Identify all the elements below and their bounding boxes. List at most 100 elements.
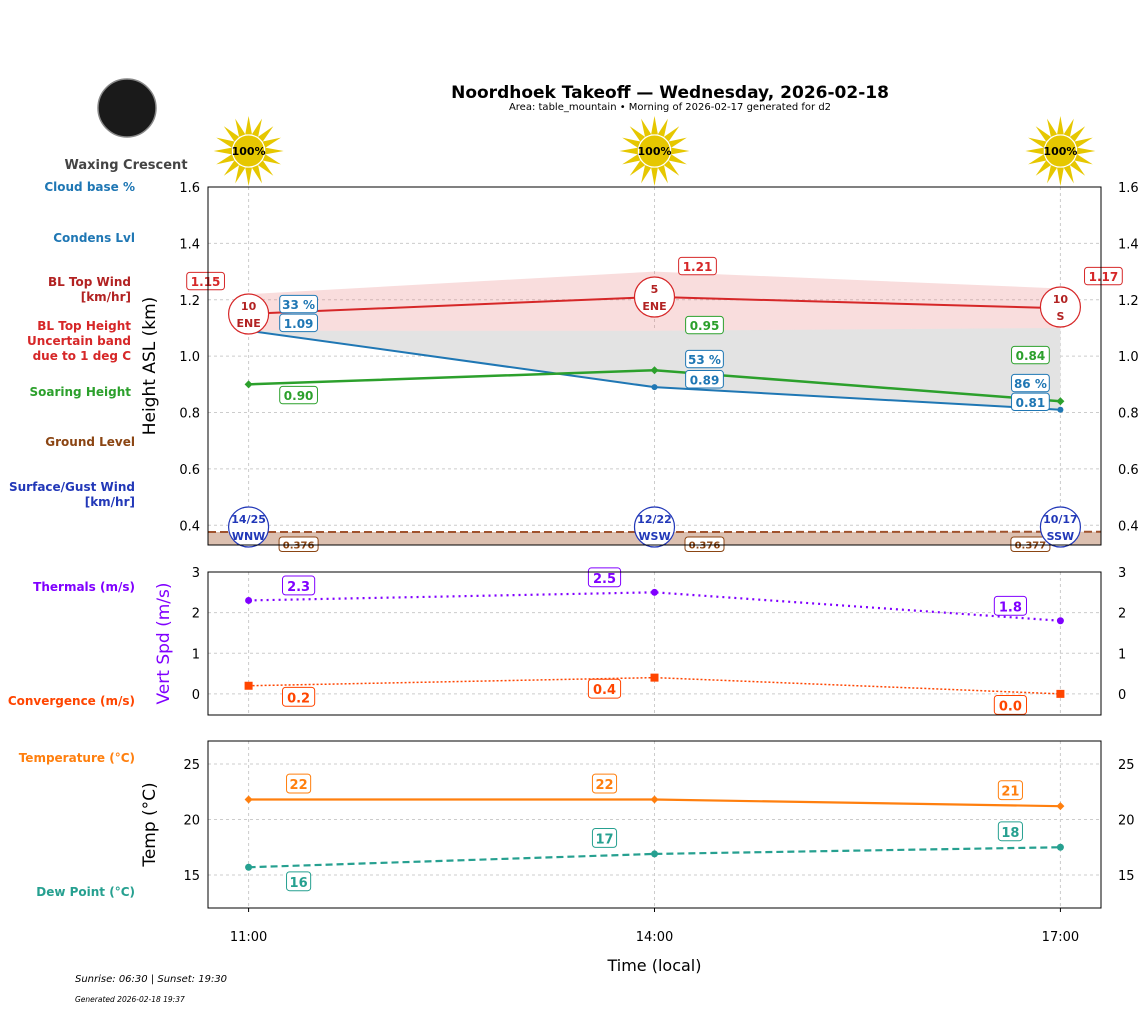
- sun-ray: [1028, 137, 1047, 148]
- generated-time: Generated 2026-02-18 19:37: [75, 995, 185, 1004]
- y-tick-label: 25: [183, 758, 200, 773]
- convergence-point: [244, 681, 253, 690]
- label-cloud-base: Cloud base %: [44, 180, 135, 194]
- label-convergence: Convergence (m/s): [7, 694, 135, 708]
- temperature-label-box: [997, 780, 1023, 801]
- x-tick-label: 11:00: [230, 930, 267, 945]
- sun-ray: [262, 154, 281, 165]
- y-tick-label-right: 0.6: [1118, 463, 1139, 478]
- thermals-label: 1.8: [999, 600, 1022, 615]
- sun-ray: [1035, 160, 1052, 176]
- sun-percentage: 100%: [638, 145, 672, 158]
- bl-top-label-box: [678, 256, 717, 276]
- sun-ray: [262, 137, 281, 148]
- y-tick-label-right: 20: [1118, 814, 1135, 829]
- condens-label: 0.81: [1016, 396, 1046, 410]
- y-axis-label: Vert Spd (m/s): [154, 582, 174, 704]
- sun-ray: [1057, 167, 1064, 186]
- soaring-label-box: [1011, 345, 1050, 365]
- thermals-label-box: [993, 595, 1027, 616]
- sun-ray: [657, 165, 668, 184]
- y-tick-label-right: 1: [1118, 647, 1126, 662]
- plot-frame: [207, 186, 1102, 546]
- ground-label: 0.376: [689, 541, 721, 552]
- y-tick-label: 1.0: [179, 350, 200, 365]
- bl-wind-direction: S: [1056, 310, 1064, 323]
- surface-wind-barb-icon: [227, 506, 270, 548]
- y-axis-label: Temp (°C): [140, 782, 160, 867]
- sun-ray: [1074, 137, 1093, 148]
- dew-label-box: [591, 828, 618, 848]
- dew-line: [248, 846, 1061, 869]
- bl-wind-barb-icon: [227, 293, 270, 335]
- cloud-base-label-box: [1011, 373, 1050, 393]
- bl-wind-barb-icon: [1039, 286, 1082, 328]
- y-tick-label: 0: [192, 688, 200, 703]
- sun-ray: [257, 126, 274, 142]
- cloud-base-label: 86 %: [1014, 377, 1047, 391]
- x-tick-label: 17:00: [1042, 930, 1079, 945]
- sun-ray: [1025, 147, 1044, 155]
- sun-ray: [668, 154, 687, 165]
- sun-percentage: 100%: [232, 145, 266, 158]
- soaring-label: 0.95: [690, 319, 720, 333]
- bl-wind-speed: 10: [1053, 293, 1069, 306]
- y-tick-label-right: 3: [1118, 566, 1126, 581]
- soaring-point: [244, 380, 253, 389]
- y-tick-label: 1.2: [179, 294, 200, 309]
- bl-wind-speed: 10: [241, 300, 257, 313]
- thermals-label: 2.5: [593, 572, 616, 587]
- bl-wind-direction: ENE: [642, 300, 666, 313]
- sun-ray: [651, 116, 658, 135]
- y-tick-label-right: 1.0: [1118, 350, 1139, 365]
- bl-top-label-box: [186, 271, 225, 291]
- y-tick-label: 2: [192, 607, 200, 622]
- sun-disc: [1043, 134, 1077, 168]
- y-tick-label: 1.6: [179, 181, 200, 196]
- label-temperature: Temperature (°C): [18, 751, 135, 765]
- y-tick-label: 20: [183, 814, 200, 829]
- sun-ray: [1077, 147, 1096, 155]
- sun-ray: [629, 160, 646, 176]
- sun-ray: [651, 167, 658, 186]
- temperature-point: [1056, 802, 1065, 811]
- sun-ray: [1069, 160, 1086, 176]
- surface-wind-barb-icon: [633, 506, 676, 548]
- surface-wind-direction: WNW: [232, 530, 265, 543]
- sun-ray: [245, 116, 252, 135]
- sun-ray: [1047, 165, 1058, 184]
- sun-ray: [663, 160, 680, 176]
- temperature-label: 22: [290, 778, 308, 793]
- condens-point: [1057, 406, 1064, 413]
- condens-point: [651, 384, 658, 391]
- temperature-label: 21: [1001, 785, 1019, 800]
- y-tick-label-right: 15: [1118, 869, 1135, 884]
- ground-label-box: [278, 536, 319, 552]
- moon-phase-label: Waxing Crescent: [64, 158, 188, 173]
- y-tick-label-right: 2: [1118, 607, 1126, 622]
- dew-point: [1056, 843, 1064, 851]
- cloud-base-label: 33 %: [282, 298, 315, 312]
- sun-ray: [663, 126, 680, 142]
- sun-icon: 100%: [213, 116, 284, 186]
- label-bl-wind: BL Top Wind [km/hr]: [47, 275, 131, 304]
- convergence-label-box: [282, 686, 316, 707]
- dew-label: 18: [1001, 826, 1019, 841]
- y-tick-label-right: 0.4: [1118, 519, 1139, 534]
- label-condens: Condens Lvl: [53, 231, 135, 245]
- dew-point: [245, 863, 253, 871]
- sun-ray: [1028, 154, 1047, 165]
- sun-icon: 100%: [1025, 116, 1096, 186]
- y-tick-label-right: 0.8: [1118, 407, 1139, 422]
- bl-top-label: 1.17: [1089, 270, 1119, 284]
- sun-ray: [235, 165, 246, 184]
- sun-ray: [668, 137, 687, 148]
- thermals-point: [651, 588, 658, 596]
- sun-ray: [223, 160, 240, 176]
- dew-label: 17: [595, 832, 613, 847]
- surface-wind-barb-icon: [1039, 506, 1082, 548]
- y-tick-label: 15: [183, 869, 200, 884]
- bl-top-label: 1.21: [683, 260, 713, 274]
